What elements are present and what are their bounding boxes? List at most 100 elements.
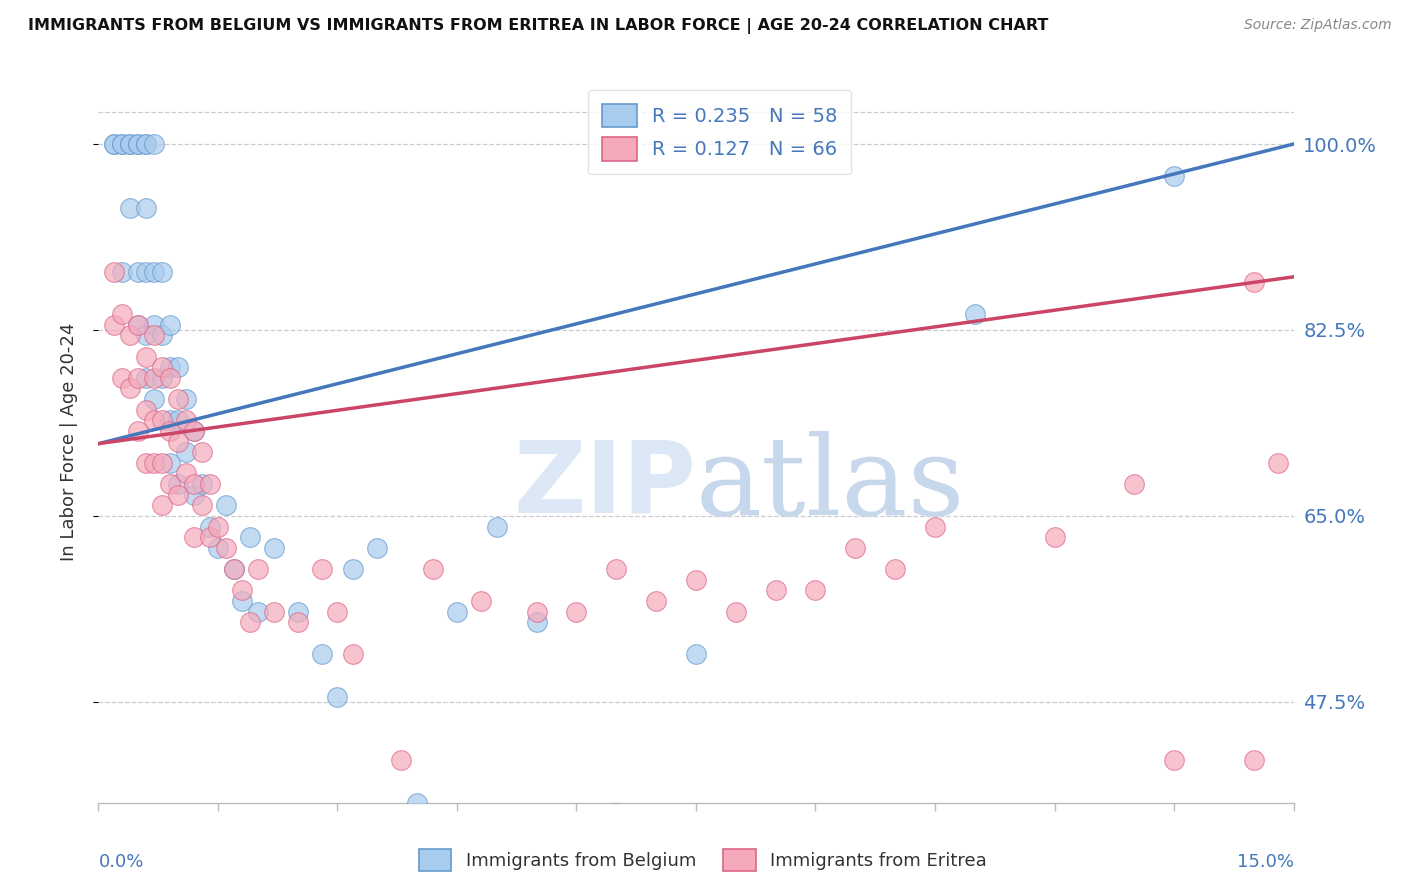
Point	[159, 456, 181, 470]
Point	[135, 371, 157, 385]
Point	[183, 530, 205, 544]
Point	[135, 136, 157, 151]
Point	[150, 456, 173, 470]
Point	[143, 456, 166, 470]
Point	[215, 541, 238, 555]
Point	[174, 467, 197, 481]
Point	[159, 477, 181, 491]
Point	[120, 381, 142, 395]
Point	[143, 413, 166, 427]
Point	[1163, 169, 1185, 183]
Point	[605, 806, 627, 821]
Point	[143, 371, 166, 385]
Point	[366, 541, 388, 555]
Point	[963, 307, 986, 321]
Point	[804, 583, 827, 598]
Point	[183, 488, 205, 502]
Point	[150, 264, 173, 278]
Point	[127, 424, 149, 438]
Point	[406, 796, 429, 810]
Point	[174, 445, 197, 459]
Point	[685, 647, 707, 661]
Point	[246, 605, 269, 619]
Point	[183, 424, 205, 438]
Point	[246, 562, 269, 576]
Point	[198, 477, 221, 491]
Point	[389, 753, 412, 767]
Point	[724, 605, 747, 619]
Point	[120, 136, 142, 151]
Point	[135, 136, 157, 151]
Point	[198, 519, 221, 533]
Point	[143, 136, 166, 151]
Point	[127, 264, 149, 278]
Legend: R = 0.235   N = 58, R = 0.127   N = 66: R = 0.235 N = 58, R = 0.127 N = 66	[588, 90, 852, 175]
Point	[120, 328, 142, 343]
Point	[103, 136, 125, 151]
Point	[103, 264, 125, 278]
Point	[422, 562, 444, 576]
Point	[485, 519, 508, 533]
Point	[111, 371, 134, 385]
Point	[167, 434, 190, 449]
Point	[207, 541, 229, 555]
Point	[231, 583, 253, 598]
Point	[1243, 753, 1265, 767]
Point	[159, 424, 181, 438]
Point	[326, 690, 349, 704]
Point	[565, 605, 588, 619]
Point	[191, 445, 214, 459]
Point	[207, 519, 229, 533]
Point	[127, 371, 149, 385]
Point	[263, 541, 285, 555]
Point	[150, 371, 173, 385]
Point	[326, 605, 349, 619]
Point	[174, 392, 197, 406]
Point	[342, 562, 364, 576]
Point	[526, 615, 548, 630]
Point	[605, 562, 627, 576]
Text: IMMIGRANTS FROM BELGIUM VS IMMIGRANTS FROM ERITREA IN LABOR FORCE | AGE 20-24 CO: IMMIGRANTS FROM BELGIUM VS IMMIGRANTS FR…	[28, 18, 1049, 34]
Point	[645, 594, 668, 608]
Point	[127, 318, 149, 332]
Point	[150, 328, 173, 343]
Point	[239, 615, 262, 630]
Point	[143, 392, 166, 406]
Point	[135, 201, 157, 215]
Point	[135, 264, 157, 278]
Point	[215, 498, 238, 512]
Point	[167, 413, 190, 427]
Point	[222, 562, 245, 576]
Point	[135, 328, 157, 343]
Point	[470, 594, 492, 608]
Point	[844, 541, 866, 555]
Point	[1267, 456, 1289, 470]
Point	[526, 605, 548, 619]
Point	[159, 318, 181, 332]
Text: Source: ZipAtlas.com: Source: ZipAtlas.com	[1244, 18, 1392, 32]
Point	[231, 594, 253, 608]
Point	[884, 562, 907, 576]
Point	[150, 413, 173, 427]
Y-axis label: In Labor Force | Age 20-24: In Labor Force | Age 20-24	[59, 322, 77, 561]
Point	[311, 562, 333, 576]
Point	[239, 530, 262, 544]
Point	[159, 360, 181, 375]
Point	[183, 424, 205, 438]
Text: atlas: atlas	[696, 432, 966, 539]
Point	[765, 583, 787, 598]
Point	[111, 264, 134, 278]
Point	[1163, 753, 1185, 767]
Point	[159, 371, 181, 385]
Point	[135, 402, 157, 417]
Point	[1123, 477, 1146, 491]
Point	[143, 318, 166, 332]
Point	[127, 318, 149, 332]
Point	[174, 413, 197, 427]
Point	[111, 136, 134, 151]
Point	[111, 136, 134, 151]
Point	[127, 136, 149, 151]
Point	[191, 498, 214, 512]
Point	[159, 413, 181, 427]
Point	[685, 573, 707, 587]
